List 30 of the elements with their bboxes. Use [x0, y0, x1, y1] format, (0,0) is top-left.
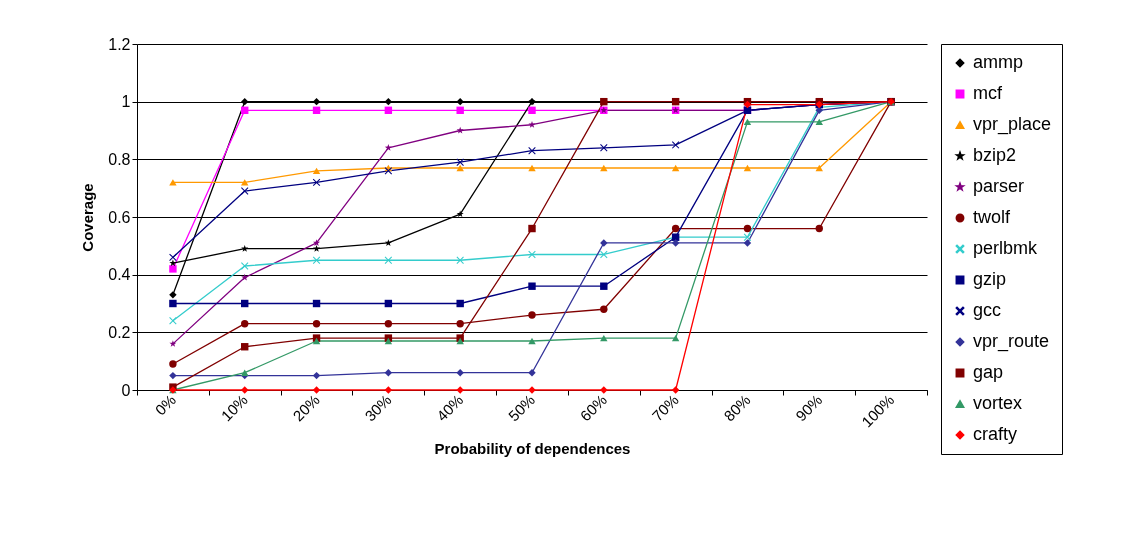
legend-label: perlbmk [973, 238, 1039, 258]
y-tick-label: 1 [121, 93, 131, 111]
legend-label: ammp [973, 52, 1024, 72]
legend-label: parser [973, 176, 1025, 196]
legend-label: gcc [973, 300, 1002, 320]
y-tick-label: 0.4 [108, 266, 131, 284]
y-tick-label: 0.8 [108, 150, 131, 168]
legend-label: gzip [973, 269, 1007, 289]
x-tick-label: 80% [720, 391, 754, 425]
x-tick-label: 50% [504, 391, 539, 425]
legend-label: gap [973, 362, 1004, 382]
legend-label: vpr_place [973, 114, 1052, 135]
x-tick-label: 40% [433, 391, 467, 425]
x-tick-label: 30% [361, 391, 395, 425]
y-axis-title: Coverage [79, 183, 97, 252]
x-tick-label: 0% [151, 391, 180, 419]
y-tick-label: 0.2 [108, 323, 131, 341]
legend-label: vpr_route [973, 331, 1050, 352]
y-tick-label: 0 [121, 381, 131, 399]
y-tick-label: 1.2 [108, 35, 131, 53]
legend-label: bzip2 [973, 145, 1017, 165]
x-tick-label: 90% [792, 391, 826, 425]
x-tick-label: 60% [576, 391, 610, 425]
x-tick-label: 70% [648, 391, 682, 425]
legend-label: vortex [973, 393, 1023, 413]
y-tick-label: 0.6 [108, 208, 131, 226]
legend-label: crafty [973, 424, 1018, 444]
legend-label: twolf [973, 207, 1012, 227]
x-axis-title: Probability of dependences [434, 440, 631, 458]
legend-label: mcf [973, 83, 1003, 103]
